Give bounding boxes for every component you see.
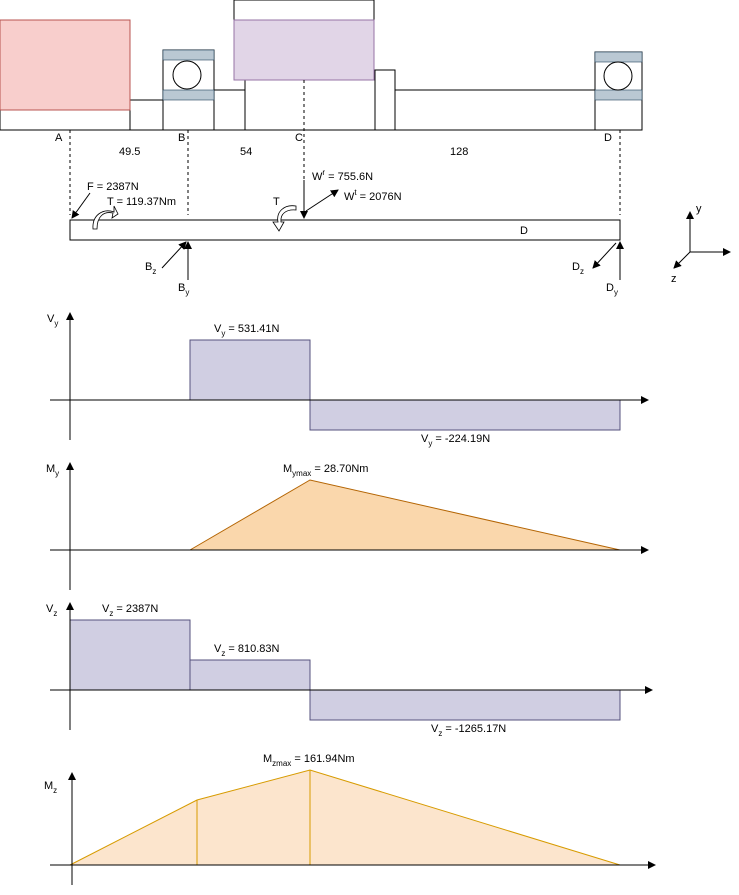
point-label-d: D bbox=[604, 132, 612, 144]
moment-my-chart: My Mymax = 28.70Nm bbox=[46, 462, 649, 590]
mz-axis-label: Mz bbox=[44, 780, 57, 795]
dz-label: Dz bbox=[572, 261, 584, 276]
moment-mz-chart: Mz Mzmax = 161.94Nm bbox=[44, 753, 656, 885]
bearing-b bbox=[162, 49, 215, 131]
shaft-segment-c bbox=[244, 79, 376, 131]
z-axis-arrow bbox=[673, 251, 691, 269]
coupling bbox=[0, 19, 131, 111]
mz-max-label: Mzmax = 161.94Nm bbox=[263, 753, 355, 768]
vy-neg-label: Vy = -224.19N bbox=[421, 433, 490, 448]
shaft-segment-bc bbox=[213, 89, 246, 131]
ball-icon bbox=[603, 61, 633, 91]
my-area bbox=[188, 479, 621, 551]
bz-label: Bz bbox=[145, 261, 156, 276]
shoulder bbox=[374, 69, 396, 131]
gear bbox=[233, 19, 375, 81]
wt-label: Wt = 2076N bbox=[344, 188, 402, 203]
z-axis-label: z bbox=[671, 273, 677, 285]
shaft-assembly: A B C D 49.5 54 128 bbox=[0, 0, 643, 215]
span-cd: 128 bbox=[450, 146, 468, 158]
force-f-arrow bbox=[71, 192, 91, 219]
ball-icon bbox=[172, 60, 202, 90]
beam-label: D bbox=[520, 225, 528, 237]
shear-vy-chart: Vy Vy = 531.41N Vy = -224.19N bbox=[47, 312, 649, 448]
torque-left-label: T = 119.37Nm bbox=[107, 196, 176, 208]
torque-left-icon bbox=[92, 205, 119, 230]
coordinate-axes: y z bbox=[671, 203, 731, 285]
wr-label: Wr = 755.6N bbox=[312, 168, 373, 183]
point-label-a: A bbox=[55, 132, 63, 144]
vy-bar-cd bbox=[309, 399, 621, 431]
shaft-segment-cd bbox=[394, 89, 596, 131]
shear-vz-chart: Vz Vz = 2387N Vz = 810.83N Vz = -1265.17… bbox=[46, 602, 653, 738]
vz-b-label: Vz = 810.83N bbox=[214, 643, 280, 658]
vz-axis-label: Vz bbox=[46, 603, 57, 618]
vy-bar-bc bbox=[189, 339, 311, 401]
free-body-diagram: D F = 2387N T = 119.37Nm T Wr = 755.6N W… bbox=[69, 168, 624, 297]
vz-bar-bc bbox=[189, 659, 311, 691]
my-axis-label: My bbox=[46, 463, 59, 478]
shaft-outline-upper bbox=[129, 99, 164, 131]
dz-arrow bbox=[592, 242, 617, 269]
beam bbox=[69, 219, 621, 241]
point-label-b: B bbox=[178, 132, 185, 144]
span-ab: 49.5 bbox=[119, 146, 140, 158]
vz-bar-cd bbox=[309, 689, 621, 721]
torque-right-icon bbox=[272, 205, 297, 232]
by-label: By bbox=[178, 282, 189, 297]
torque-right-label: T bbox=[273, 196, 280, 208]
vy-pos-label: Vy = 531.41N bbox=[214, 323, 280, 338]
bz-arrow bbox=[161, 241, 187, 269]
vz-bar-ab bbox=[69, 619, 191, 691]
force-f-label: F = 2387N bbox=[87, 181, 139, 193]
vy-axis-label: Vy bbox=[47, 313, 58, 328]
my-max-label: Mymax = 28.70Nm bbox=[283, 463, 368, 478]
vz-a-label: Vz = 2387N bbox=[102, 603, 158, 618]
vz-c-label: Vz = -1265.17N bbox=[431, 723, 506, 738]
point-label-c: C bbox=[295, 132, 303, 144]
wt-arrow bbox=[305, 189, 339, 212]
coupling-hub bbox=[0, 109, 131, 131]
dy-label: Dy bbox=[606, 282, 618, 297]
mz-area bbox=[69, 769, 621, 866]
span-bc: 54 bbox=[240, 146, 252, 158]
bearing-d bbox=[594, 51, 643, 131]
y-axis-label: y bbox=[696, 203, 702, 215]
gear-hub bbox=[233, 0, 375, 21]
